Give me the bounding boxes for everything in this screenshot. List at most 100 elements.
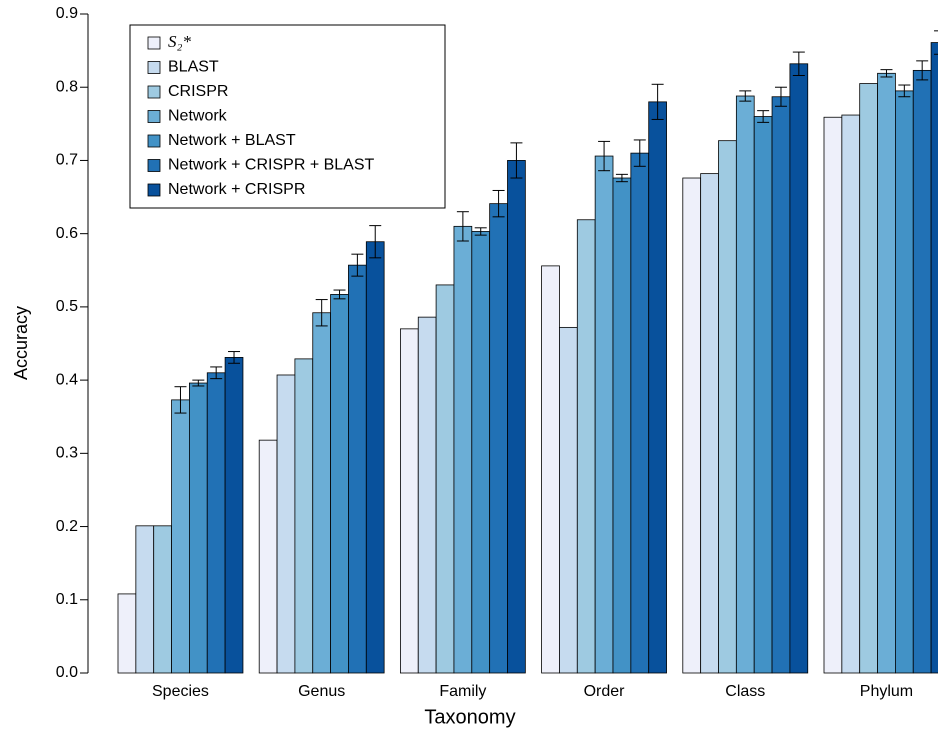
bar bbox=[594, 155, 614, 674]
bar bbox=[700, 173, 719, 674]
error-bar bbox=[333, 289, 346, 300]
bar bbox=[258, 439, 278, 674]
error-bar bbox=[757, 110, 770, 123]
bar bbox=[612, 177, 632, 674]
x-tick-label: Phylum bbox=[860, 683, 913, 700]
bar bbox=[294, 358, 314, 674]
bar bbox=[541, 265, 560, 674]
x-axis-label: Taxonomy bbox=[424, 706, 515, 728]
legend-swatch bbox=[147, 183, 161, 197]
legend-label: CRISPR bbox=[168, 83, 228, 100]
error-bar bbox=[210, 366, 223, 380]
bar bbox=[753, 116, 773, 674]
y-tick-label: 0.8 bbox=[56, 78, 78, 95]
bar bbox=[330, 294, 349, 674]
bar bbox=[365, 241, 385, 674]
bar bbox=[823, 116, 843, 674]
legend-swatch bbox=[147, 110, 161, 123]
bar bbox=[718, 140, 737, 674]
bar bbox=[276, 374, 296, 674]
error-bar bbox=[315, 299, 328, 327]
bar bbox=[188, 382, 208, 674]
legend-swatch bbox=[147, 159, 161, 172]
legend-swatch bbox=[147, 61, 161, 74]
bar bbox=[117, 593, 137, 674]
x-tick-label: Genus bbox=[298, 683, 345, 700]
bar bbox=[841, 114, 861, 674]
legend-label: Network + CRISPR bbox=[168, 181, 305, 198]
bar bbox=[153, 525, 172, 674]
error-bar bbox=[615, 173, 628, 183]
bar bbox=[648, 101, 667, 674]
y-tick-label: 0.2 bbox=[56, 518, 78, 535]
bar bbox=[930, 42, 938, 674]
legend-swatch bbox=[147, 134, 161, 148]
error-bar bbox=[369, 225, 382, 259]
legend-label: Network + BLAST bbox=[168, 132, 296, 149]
bar bbox=[171, 399, 190, 674]
y-axis-label: Accuracy bbox=[11, 306, 31, 380]
x-tick-label: Order bbox=[584, 683, 626, 700]
y-tick-label: 0.1 bbox=[56, 591, 78, 608]
legend-label: Network bbox=[168, 108, 228, 125]
error-bar bbox=[651, 83, 664, 120]
bar bbox=[206, 372, 226, 674]
error-bar bbox=[880, 69, 893, 78]
error-bar bbox=[934, 30, 938, 55]
bar bbox=[877, 72, 896, 674]
x-tick-label: Species bbox=[152, 683, 209, 700]
legend-swatch bbox=[147, 85, 161, 99]
error-bar bbox=[792, 51, 805, 77]
bar bbox=[895, 90, 914, 674]
legend-label: S₂* bbox=[168, 32, 191, 51]
error-bar bbox=[898, 84, 911, 98]
bar bbox=[435, 284, 455, 674]
bar bbox=[789, 63, 809, 674]
bar bbox=[630, 152, 650, 674]
bar bbox=[224, 357, 244, 674]
bar bbox=[471, 231, 491, 674]
bar bbox=[453, 225, 473, 674]
error-bar bbox=[633, 139, 646, 167]
bar bbox=[399, 328, 419, 674]
legend-box bbox=[129, 24, 446, 209]
bar bbox=[507, 160, 526, 674]
bar bbox=[771, 96, 791, 674]
bar bbox=[417, 316, 437, 674]
bar bbox=[559, 326, 578, 674]
error-bar bbox=[510, 142, 523, 179]
bar bbox=[682, 177, 702, 674]
error-bar bbox=[492, 189, 505, 218]
error-bar bbox=[916, 60, 929, 81]
bar bbox=[912, 69, 932, 674]
y-tick-label: 0.5 bbox=[56, 298, 78, 315]
error-bar bbox=[456, 211, 469, 242]
y-tick-label: 0.3 bbox=[56, 445, 78, 462]
y-tick-label: 0.6 bbox=[56, 225, 78, 242]
error-bar bbox=[228, 351, 241, 364]
error-bar bbox=[474, 227, 487, 236]
bar bbox=[859, 83, 878, 674]
legend-label: Network + CRISPR + BLAST bbox=[168, 157, 375, 174]
bar bbox=[348, 264, 367, 674]
y-tick-label: 0.4 bbox=[56, 371, 78, 388]
legend-swatch bbox=[147, 36, 161, 50]
x-tick-label: Class bbox=[725, 683, 765, 700]
bar bbox=[135, 525, 155, 674]
y-tick-label: 0.7 bbox=[56, 152, 78, 169]
error-bar bbox=[174, 386, 187, 414]
error-bar bbox=[774, 86, 787, 107]
y-tick-label: 0.0 bbox=[56, 664, 78, 681]
error-bar bbox=[351, 253, 364, 277]
bar bbox=[735, 95, 755, 674]
error-bar bbox=[192, 379, 205, 387]
y-tick-label: 0.9 bbox=[56, 5, 78, 22]
bar bbox=[312, 312, 332, 674]
legend-label: BLAST bbox=[168, 59, 219, 76]
error-bar bbox=[739, 90, 752, 102]
bar bbox=[576, 219, 596, 674]
error-bar bbox=[598, 140, 611, 172]
x-tick-label: Family bbox=[439, 683, 486, 700]
bar bbox=[489, 203, 508, 674]
